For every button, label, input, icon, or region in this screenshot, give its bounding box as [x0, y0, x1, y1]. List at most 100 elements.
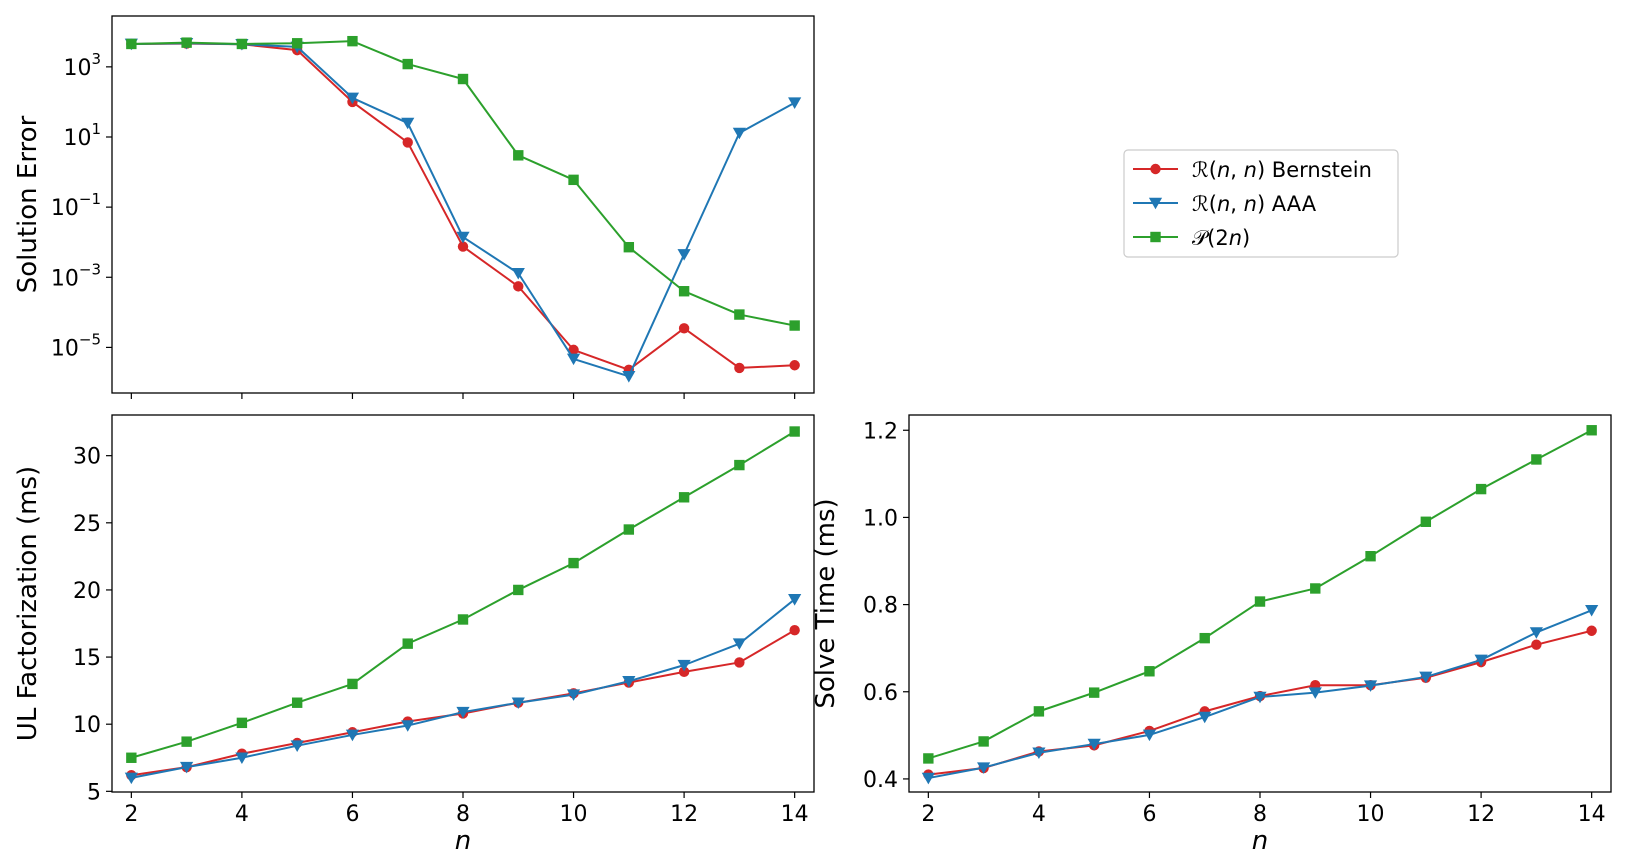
solve-point-aaa-13 — [1529, 627, 1543, 639]
error-point-poly-2 — [126, 38, 137, 50]
solve-point-aaa-7 — [1198, 711, 1212, 724]
factorization-point-poly-3 — [181, 736, 192, 747]
error-ytick-label-4: 10−5 — [51, 330, 101, 361]
factorization-xtick-label-12: 12 — [670, 802, 698, 827]
factorization-xtick-label-6: 6 — [345, 802, 359, 827]
error-series-line-aaa — [131, 42, 796, 378]
error-point-aaa-7 — [401, 117, 415, 130]
solve-point-aaa-10 — [1363, 680, 1378, 692]
error-point-bernstein-14 — [789, 360, 800, 371]
factorization-point-poly-7 — [402, 638, 413, 649]
legend-marker-aaa — [1148, 197, 1163, 210]
error-point-aaa-10 — [566, 353, 581, 366]
solve-point-poly-7 — [1199, 632, 1210, 644]
factorization-point-poly-5 — [291, 697, 303, 708]
factorization-xlabel: n — [455, 826, 471, 856]
error-point-bernstein-8 — [457, 241, 469, 252]
solve-point-poly-4 — [1033, 706, 1045, 717]
error-point-bernstein-13 — [734, 362, 745, 374]
solve-point-poly-10 — [1365, 551, 1376, 562]
solve-xtick-label-2: 2 — [921, 802, 935, 827]
solve-point-poly-12 — [1475, 483, 1487, 495]
factorization-point-aaa-6 — [345, 729, 360, 742]
solve-point-aaa-9 — [1308, 687, 1322, 699]
error-point-poly-9 — [513, 150, 524, 161]
solve-ytick-label-1: 0.6 — [863, 681, 898, 706]
factorization-point-aaa-10 — [566, 689, 581, 701]
factorization-point-aaa-14 — [788, 594, 802, 606]
factorization-xtick-label-10: 10 — [560, 802, 588, 827]
solve-point-aaa-12 — [1474, 654, 1488, 667]
legend-marker-bernstein — [1150, 163, 1161, 175]
solve-point-aaa-8 — [1253, 691, 1267, 704]
solve-point-poly-14 — [1586, 425, 1597, 436]
factorization-xtick-label-8: 8 — [456, 802, 470, 827]
factorization-series-line-bernstein — [131, 629, 796, 777]
factorization-point-poly-9 — [513, 584, 524, 596]
solve-xtick-label-8: 8 — [1253, 802, 1267, 827]
error-point-aaa-6 — [345, 92, 360, 105]
solve-point-aaa-2 — [921, 772, 935, 785]
legend-marker-poly — [1150, 231, 1161, 243]
solve-ytick-label-0: 0.4 — [863, 768, 898, 793]
factorization-ytick-label-2: 15 — [73, 646, 101, 671]
factorization-point-bernstein-14 — [789, 625, 800, 636]
error-ytick-label-0: 103 — [63, 50, 101, 81]
solve-series-line-poly — [928, 429, 1593, 760]
legend: ℛ(n, n) Bernstein ℛ(n, n) AAA 𝒫(2n) — [1123, 149, 1399, 258]
factorization-point-bernstein-12 — [678, 666, 690, 678]
error-ytick-label-3: 10−3 — [51, 260, 101, 291]
factorization-panel: 2 4 6 8 10 12 14 5 10 15 20 25 30 UL Factorization (m… — [13, 414, 815, 856]
error-point-poly-4 — [236, 38, 248, 50]
solve-point-aaa-5 — [1087, 738, 1101, 751]
factorization-point-aaa-4 — [235, 752, 249, 765]
factorization-point-aaa-13 — [732, 638, 746, 650]
legend-label-bernstein: ℛ(n, n) Bernstein — [1192, 158, 1372, 182]
factorization-ytick-label-4: 25 — [73, 512, 101, 537]
error-point-poly-12 — [678, 286, 690, 297]
legend-box — [1123, 149, 1399, 258]
factorization-point-poly-11 — [623, 524, 635, 535]
error-point-aaa-12 — [677, 249, 691, 261]
solve-xlabel: n — [1252, 826, 1268, 856]
factorization-axes-frame — [111, 414, 815, 793]
error-point-bernstein-7 — [402, 137, 413, 148]
solve-point-poly-6 — [1144, 666, 1155, 677]
factorization-ytick-label-5: 30 — [73, 445, 101, 470]
solve-point-aaa-4 — [1032, 747, 1046, 760]
error-panel: 103 101 10−1 10−3 10−5 Solution Error — [13, 15, 815, 399]
factorization-ylabel: UL Factorization (ms) — [13, 466, 43, 741]
factorization-xtick-label-14: 14 — [781, 802, 809, 827]
solve-point-bernstein-13 — [1531, 639, 1542, 650]
solve-ylabel: Solve Time (ms) — [811, 498, 841, 708]
legend-label-poly: 𝒫(2n) — [1192, 226, 1250, 250]
solve-point-aaa-6 — [1142, 729, 1157, 742]
solve-xtick-label-4: 4 — [1032, 802, 1046, 827]
error-ylabel: Solution Error — [13, 115, 43, 293]
factorization-point-poly-13 — [734, 459, 745, 471]
factorization-point-poly-10 — [568, 557, 579, 569]
factorization-ytick-label-3: 20 — [73, 579, 101, 604]
error-point-aaa-13 — [732, 127, 746, 140]
solve-point-aaa-3 — [977, 762, 991, 774]
factorization-point-aaa-11 — [622, 675, 636, 688]
error-point-aaa-9 — [511, 267, 525, 280]
solve-point-poly-8 — [1254, 596, 1266, 607]
solve-point-poly-9 — [1310, 583, 1321, 594]
error-point-aaa-11 — [622, 371, 636, 383]
factorization-point-bernstein-13 — [734, 657, 745, 668]
error-point-poly-8 — [457, 73, 469, 85]
solve-ytick-label-2: 0.8 — [863, 594, 898, 619]
solve-xtick-label-6: 6 — [1142, 802, 1156, 827]
factorization-series-line-aaa — [131, 598, 796, 779]
factorization-point-aaa-2 — [124, 772, 138, 785]
solve-ytick-label-4: 1.2 — [863, 419, 898, 444]
error-point-poly-6 — [347, 35, 358, 47]
error-point-poly-11 — [623, 242, 635, 253]
solve-time-panel: 2 4 6 8 10 12 14 0.4 0.6 0.8 1.0 1.2 Solve Time (ms)… — [811, 414, 1612, 856]
solve-point-poly-2 — [923, 753, 934, 764]
factorization-point-aaa-5 — [290, 740, 304, 752]
error-point-bernstein-12 — [678, 323, 690, 334]
error-point-poly-5 — [291, 38, 303, 49]
factorization-point-poly-14 — [789, 426, 800, 437]
